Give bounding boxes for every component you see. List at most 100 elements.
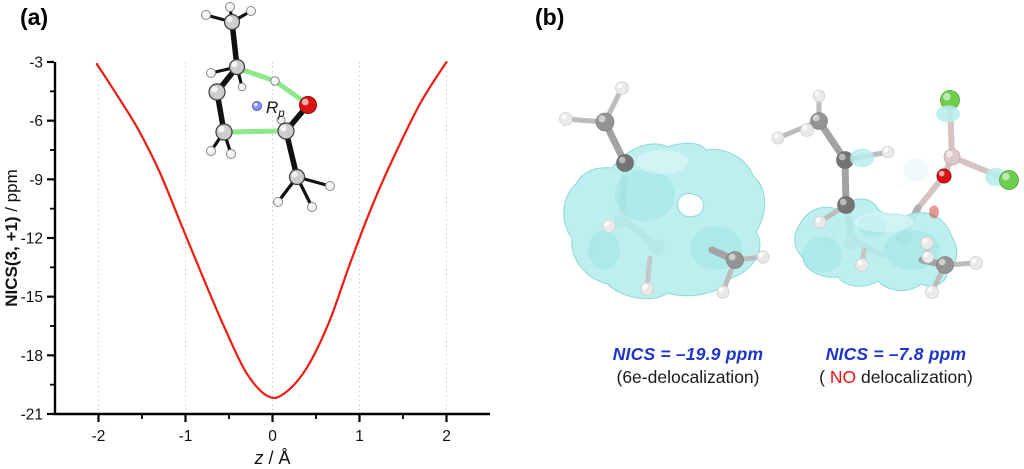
- oxygen-glimpse: [929, 205, 939, 219]
- bond: [644, 255, 653, 290]
- carbon-atom: [288, 168, 306, 186]
- specular-highlight: [231, 61, 238, 68]
- nics-value-right: NICS = –7.8 ppm: [825, 344, 967, 364]
- x-tick-label: -2: [92, 428, 106, 445]
- x-tick-label: 2: [442, 428, 451, 445]
- hydrogen-atom: [812, 89, 826, 103]
- isosurface-cap: [850, 148, 874, 168]
- hydrogen-atom: [273, 197, 283, 207]
- hydrogen-atom: [756, 250, 770, 264]
- carbon-atom: [208, 83, 226, 101]
- specular-highlight: [938, 258, 946, 266]
- x-tick-label: 0: [268, 428, 277, 445]
- specular-highlight: [642, 284, 648, 290]
- specular-highlight: [226, 16, 233, 23]
- specular-highlight: [274, 198, 279, 203]
- panel-a-label: (a): [20, 4, 49, 30]
- caption-right: NICS = –7.8 ppm ( NO delocalization): [819, 344, 973, 388]
- specular-highlight: [922, 238, 928, 244]
- specular-highlight: [839, 198, 847, 206]
- specular-highlight: [226, 3, 231, 8]
- specular-highlight: [227, 150, 232, 155]
- hydrogen-atom: [855, 258, 869, 272]
- fluorine-atom: [999, 170, 1019, 190]
- panel-b-label: (b): [535, 4, 565, 30]
- hydrogen-atom: [246, 6, 256, 16]
- isosurface-ghost-lobe: [903, 158, 929, 182]
- probe-label: Rp: [266, 98, 285, 120]
- specular-highlight: [857, 260, 863, 266]
- hydrogen-atom: [206, 146, 216, 156]
- nics-curve: [95, 60, 448, 400]
- hydrogen-atom: [615, 81, 629, 95]
- axis-labels: -2 -1 0 1 2 -3 -6 -9 -12 -15 -18 -21 z / Å NICS(3, +1…: [2, 55, 451, 469]
- isosurface-shading: [615, 169, 675, 221]
- isosurface-shading: [858, 215, 886, 237]
- y-tick-label: -15: [21, 289, 43, 306]
- grid: [98, 62, 447, 414]
- carbon-atom: [595, 112, 615, 132]
- hydrogen-atom: [201, 10, 211, 20]
- isosurface-molecule-left: [559, 81, 770, 300]
- boron-atom: [943, 148, 961, 166]
- hydrogen-atom: [771, 131, 785, 145]
- specular-highlight: [291, 171, 298, 178]
- hydrogen-atom: [921, 250, 935, 264]
- bond: [228, 128, 283, 135]
- carbon-atom: [215, 123, 233, 141]
- hydrogen-atom: [225, 2, 235, 12]
- specular-highlight: [718, 287, 724, 293]
- specular-highlight: [308, 203, 313, 208]
- specular-highlight: [938, 170, 945, 177]
- hydrogen-atom: [602, 219, 616, 233]
- bond: [272, 78, 306, 104]
- nics-value-left: NICS = –19.9 ppm: [612, 344, 764, 364]
- specular-highlight: [1002, 172, 1010, 181]
- specular-highlight: [247, 7, 252, 12]
- specular-highlight: [239, 84, 243, 88]
- y-axis-title: NICS(3, +1) / ppm: [2, 169, 21, 306]
- specular-highlight: [812, 114, 820, 122]
- specular-highlight: [946, 151, 953, 158]
- hydrogen-atom: [881, 145, 895, 159]
- hydrogen-atom: [226, 149, 236, 159]
- hydrogen-atom: [270, 76, 280, 86]
- caption-right-rest: delocalization): [856, 367, 973, 387]
- x-axis-title: z / Å: [253, 448, 290, 468]
- hydrogen-atom: [969, 256, 983, 270]
- specular-highlight: [561, 114, 567, 120]
- specular-highlight: [617, 83, 623, 89]
- isosurface-cap: [936, 105, 960, 123]
- y-tick-label: -9: [29, 172, 43, 189]
- oxygen-atom: [299, 96, 317, 114]
- hydrogen-atom: [813, 215, 827, 229]
- y-tick-label: -3: [29, 55, 43, 72]
- axis-frame: [53, 62, 490, 416]
- specular-highlight: [728, 253, 736, 261]
- carbon-atom: [228, 58, 246, 76]
- isosurface-shading: [636, 150, 688, 174]
- hydrogen-atom: [206, 68, 216, 78]
- inset-molecule: Rp: [201, 2, 335, 212]
- hydrogen-atom: [307, 202, 317, 212]
- hydrogen-atom: [237, 82, 247, 92]
- y-tick-label: -21: [21, 407, 43, 424]
- specular-highlight: [802, 125, 808, 131]
- specular-highlight: [814, 91, 820, 97]
- specular-highlight: [604, 221, 610, 227]
- specular-highlight: [211, 86, 218, 93]
- axes: [47, 60, 490, 422]
- carbon-atom: [616, 154, 634, 172]
- carbon-atom: [277, 122, 295, 140]
- specular-highlight: [927, 287, 933, 293]
- specular-highlight: [943, 92, 951, 101]
- caption-right-open: (: [819, 367, 830, 387]
- specular-highlight: [883, 147, 889, 153]
- specular-highlight: [280, 125, 287, 132]
- specular-highlight: [598, 115, 606, 123]
- caption-right-sub: ( NO delocalization): [819, 367, 973, 388]
- specular-highlight: [758, 252, 764, 258]
- hydrogen-atom: [920, 236, 934, 250]
